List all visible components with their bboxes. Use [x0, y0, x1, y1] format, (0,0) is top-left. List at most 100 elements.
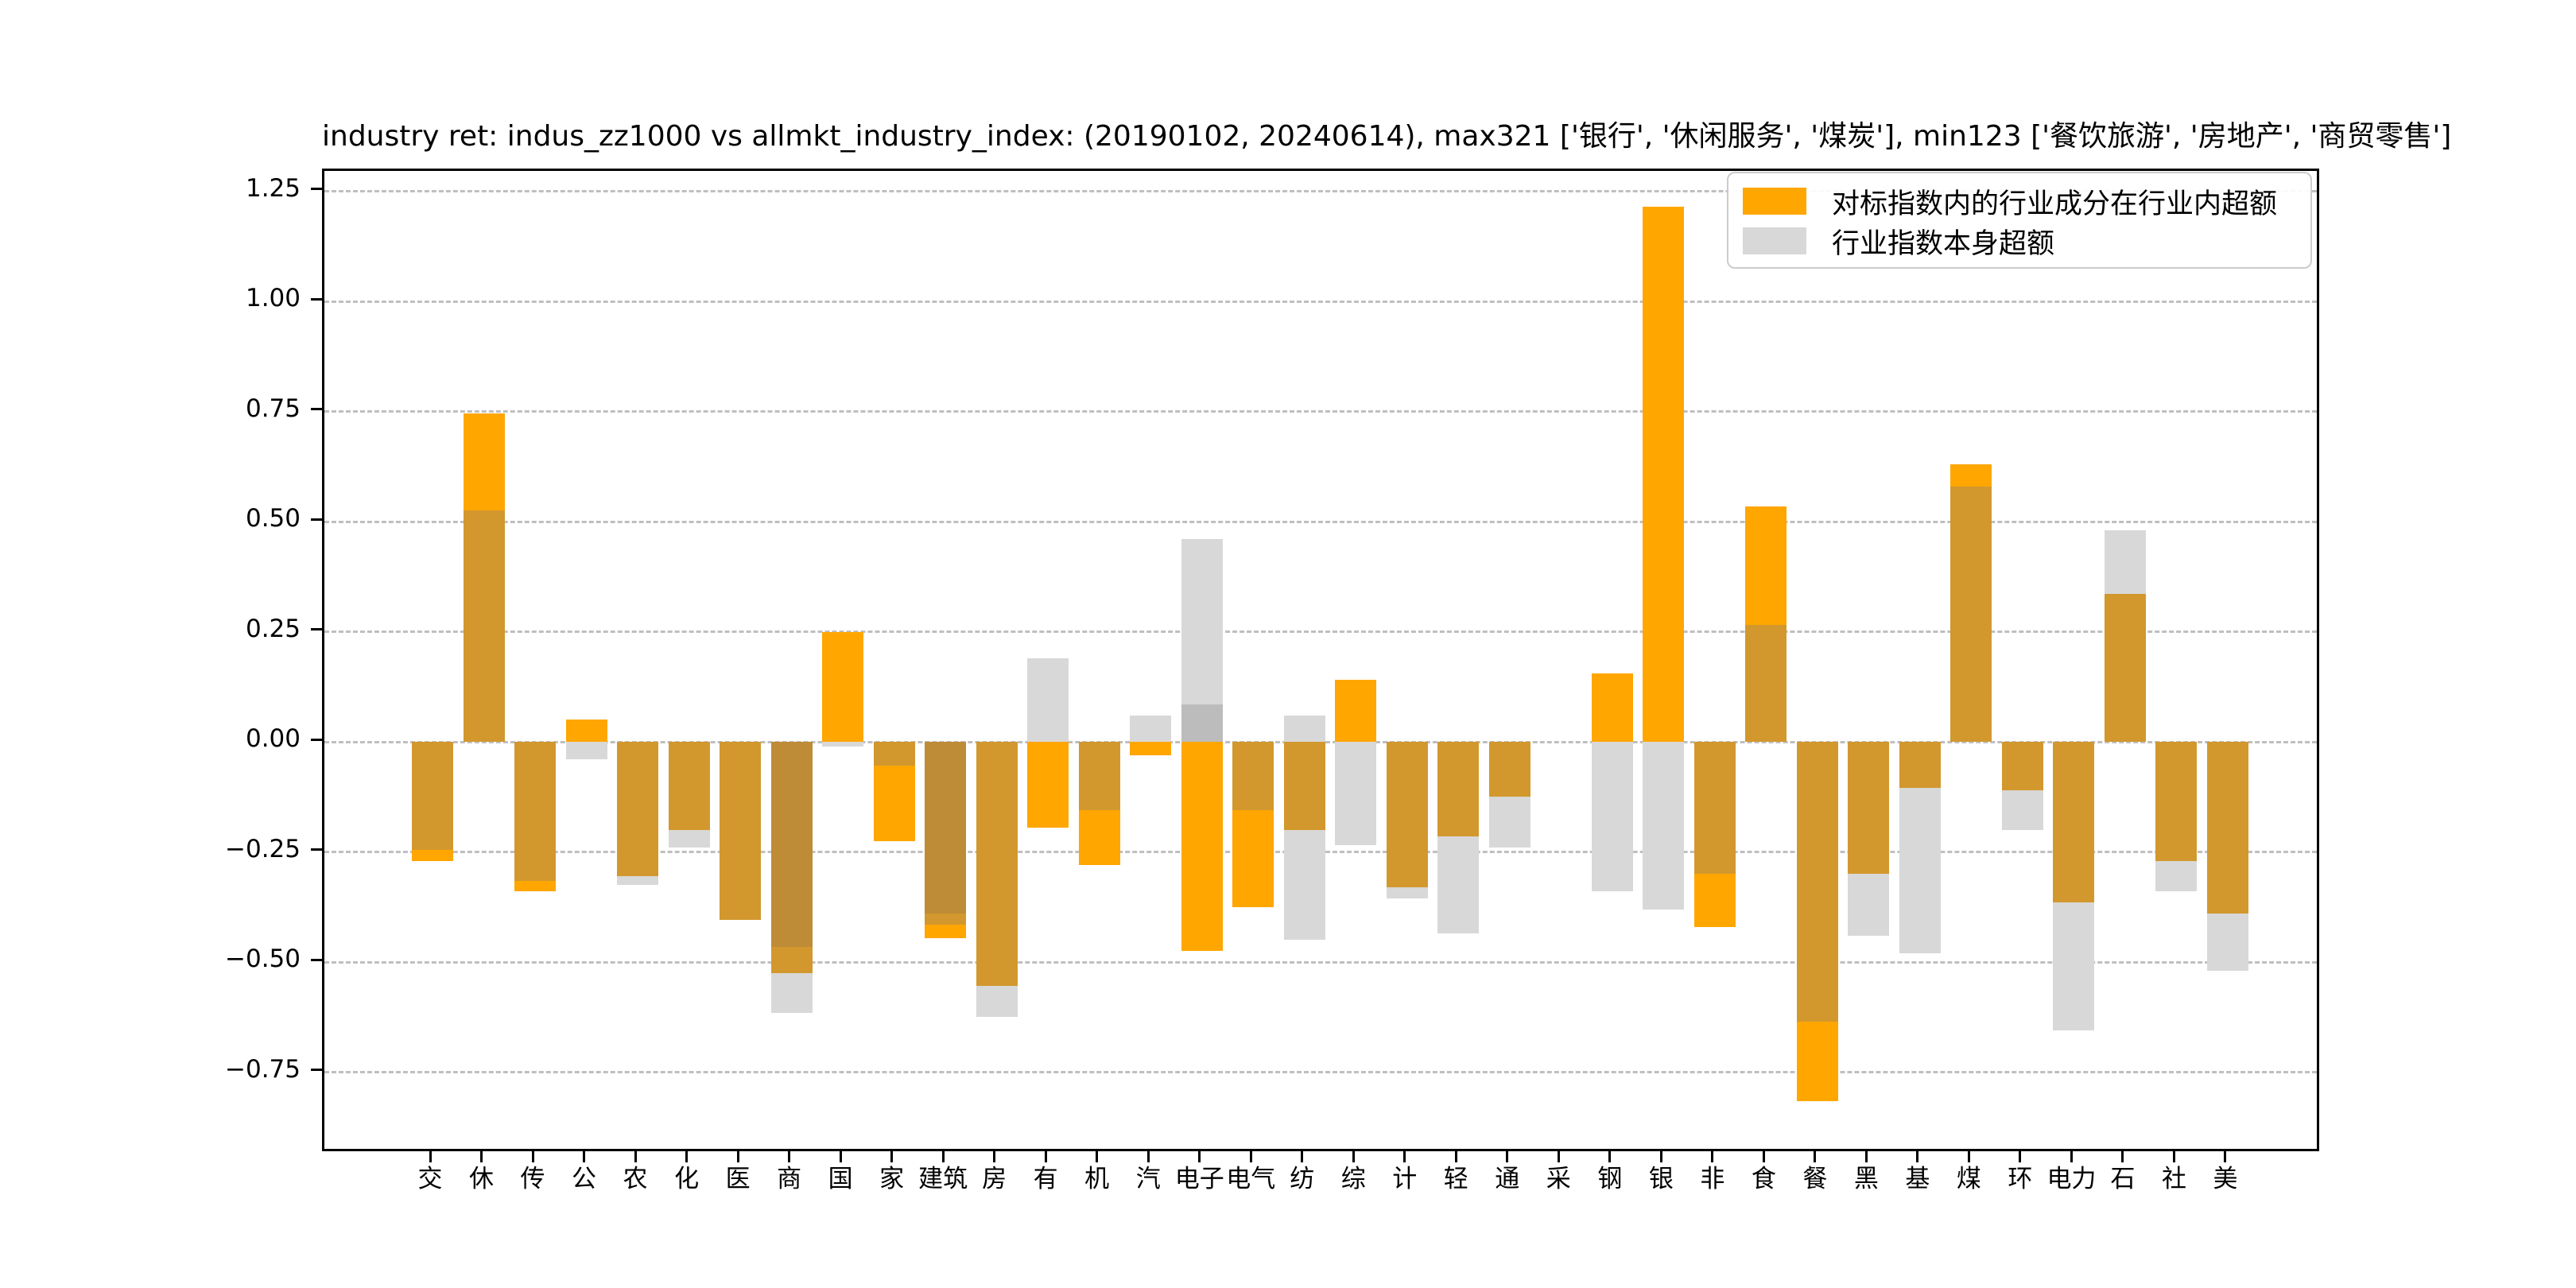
bar-segment: [1591, 742, 1633, 892]
bar-segment: [412, 742, 453, 850]
y-tick-label: −0.25: [225, 834, 301, 863]
y-tick-label: 0.25: [245, 614, 301, 643]
x-tick-label: 石: [2110, 1165, 2136, 1193]
x-tick-mark: [480, 1151, 483, 1162]
bar-segment: [2001, 789, 2043, 830]
bar-segment: [1078, 742, 1120, 810]
bar-segment: [1488, 797, 1530, 848]
y-tick-label: 1.25: [245, 173, 301, 203]
bar-segment: [822, 742, 864, 747]
x-tick-label: 传: [520, 1165, 545, 1193]
x-tick-label: 有: [1033, 1165, 1058, 1193]
x-tick-label: 电力: [2046, 1165, 2097, 1193]
y-tick-mark: [311, 188, 322, 190]
bar-segment: [1643, 206, 1685, 742]
bar-segment: [1796, 1021, 1838, 1101]
bar-segment: [720, 742, 762, 921]
bar-segment: [617, 875, 659, 886]
x-tick-label: 餐: [1802, 1165, 1828, 1193]
bar-segment: [1950, 486, 1992, 742]
x-tick-mark: [1198, 1151, 1201, 1162]
x-tick-mark: [531, 1151, 534, 1162]
gridline: [324, 1071, 2317, 1073]
bar-segment: [1643, 742, 1685, 910]
gridline: [324, 960, 2317, 964]
bar-segment: [1181, 704, 1223, 742]
x-tick-mark: [429, 1151, 432, 1162]
bar-segment: [1796, 742, 1838, 1022]
x-tick-label: 汽: [1135, 1165, 1161, 1193]
chart-title: industry ret: indus_zz1000 vs allmkt_ind…: [322, 120, 2452, 153]
x-tick-mark: [1146, 1151, 1150, 1162]
bar-segment: [1437, 836, 1480, 933]
y-tick-label: 0.00: [245, 724, 301, 753]
bar-segment: [2053, 902, 2095, 1030]
bar-segment: [2053, 742, 2095, 903]
x-tick-mark: [1557, 1151, 1560, 1162]
legend-row: 对标指数内的行业成分在行业内超额: [1743, 181, 2296, 221]
bar-segment: [2155, 860, 2198, 892]
legend-label: 对标指数内的行业成分在行业内超额: [1832, 188, 2278, 220]
legend-label: 行业指数本身超额: [1832, 227, 2055, 260]
x-tick-mark: [1864, 1151, 1868, 1162]
bar-segment: [925, 914, 967, 925]
y-tick-label: 0.50: [245, 504, 301, 533]
x-tick-label: 银: [1648, 1165, 1674, 1193]
x-tick-label: 非: [1700, 1165, 1725, 1193]
x-tick-label: 通: [1495, 1165, 1520, 1193]
bar-segment: [873, 766, 915, 841]
bar-segment: [1386, 742, 1428, 887]
y-tick-label: −0.50: [225, 945, 301, 973]
bar-segment: [1488, 742, 1530, 797]
bar-segment: [1130, 715, 1172, 742]
gridline: [324, 300, 2317, 303]
bar-segment: [2104, 594, 2146, 742]
bar-segment: [1283, 742, 1325, 830]
bar-segment: [2206, 914, 2248, 972]
x-tick-mark: [1249, 1151, 1252, 1162]
bar-segment: [1078, 809, 1120, 866]
x-tick-label: 纺: [1290, 1165, 1315, 1193]
x-tick-mark: [2070, 1151, 2073, 1162]
x-tick-mark: [941, 1151, 945, 1162]
x-tick-label: 公: [572, 1165, 597, 1193]
bar-segment: [1899, 788, 1941, 953]
bar-segment: [1130, 742, 1172, 755]
x-tick-mark: [1762, 1151, 1765, 1162]
bar-segment: [1232, 742, 1274, 810]
x-tick-mark: [993, 1151, 996, 1162]
x-tick-label: 综: [1340, 1165, 1366, 1193]
x-tick-label: 国: [828, 1165, 853, 1193]
gridline: [324, 410, 2317, 413]
x-tick-label: 建筑: [918, 1165, 968, 1193]
x-tick-mark: [736, 1151, 739, 1162]
x-tick-label: 钢: [1597, 1165, 1623, 1193]
bar-segment: [668, 742, 710, 830]
gridline: [324, 630, 2317, 633]
bar-segment: [514, 742, 557, 881]
plot-area: [322, 169, 2319, 1151]
x-tick-label: 食: [1751, 1165, 1776, 1193]
x-tick-label: 电气: [1226, 1165, 1276, 1193]
x-tick-mark: [1454, 1151, 1457, 1162]
x-tick-mark: [2224, 1151, 2227, 1162]
x-tick-mark: [1916, 1151, 1919, 1162]
bar-segment: [2001, 742, 2043, 790]
bar-segment: [925, 742, 967, 914]
bar-segment: [1232, 809, 1274, 907]
bar-segment: [1335, 742, 1377, 846]
bar-segment: [617, 742, 659, 876]
x-tick-mark: [1814, 1151, 1817, 1162]
x-tick-label: 交: [417, 1165, 443, 1193]
x-tick-mark: [1506, 1151, 1509, 1162]
gridline: [324, 190, 2317, 192]
x-tick-mark: [583, 1151, 586, 1162]
y-tick-mark: [311, 408, 322, 410]
bar-segment: [1745, 625, 1787, 742]
x-tick-label: 商: [777, 1165, 802, 1193]
x-tick-label: 黑: [1853, 1165, 1879, 1193]
gridline: [324, 520, 2317, 523]
bar-segment: [1335, 680, 1377, 742]
legend: 对标指数内的行业成分在行业内超额 行业指数本身超额: [1727, 172, 2312, 269]
